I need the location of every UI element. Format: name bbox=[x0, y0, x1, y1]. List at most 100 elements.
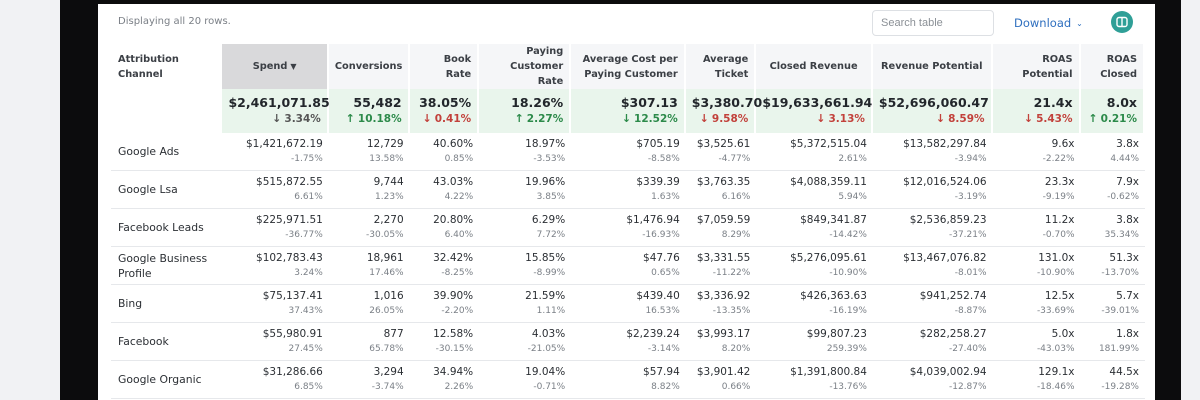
avg-cost-value: $439.40 bbox=[636, 290, 680, 302]
closed-revenue-cell: $426,363.63 -16.19% bbox=[756, 285, 873, 323]
paying-customer-rate-value: 21.59% bbox=[525, 290, 566, 302]
avg-ticket-cell: $3,993.17 8.20% bbox=[685, 323, 757, 361]
total-closed-revenue-value: $19,633,661.94 bbox=[762, 95, 873, 110]
book-rate-cell: 20.80% 6.40% bbox=[409, 209, 480, 247]
total-conversions-change: ↑ 10.18% bbox=[335, 111, 402, 127]
closed-revenue-change: -13.76% bbox=[829, 382, 867, 392]
table-row[interactable]: Facebook $55,980.91 27.45% 877 65.78% 12.58% -… bbox=[111, 323, 1145, 361]
book-rate-value: 43.03% bbox=[433, 176, 474, 188]
col-header-conversions[interactable]: Conversions bbox=[328, 44, 410, 89]
paying-customer-rate-cell: 19.04% -0.71% bbox=[479, 361, 572, 399]
paying-customer-rate-change: -21.05% bbox=[527, 344, 566, 354]
roas-closed-change: -19.28% bbox=[1101, 382, 1139, 392]
channel-name: Google Lsa bbox=[111, 171, 223, 209]
roas-potential-cell: 11.2x -0.70% bbox=[992, 209, 1081, 247]
total-avg-ticket-cell: $3,380.70 ↓ 9.58% bbox=[685, 89, 762, 133]
total-roas-closed-cell: 8.0x ↑ 0.21% bbox=[1080, 89, 1145, 133]
conversions-cell: 12,729 13.58% bbox=[328, 133, 410, 171]
table-row[interactable]: Google Organic $31,286.66 6.85% 3,294 -3.74%… bbox=[111, 361, 1145, 399]
closed-revenue-value: $5,372,515.04 bbox=[790, 138, 867, 150]
total-roas-potential-value: 21.4x bbox=[1033, 95, 1073, 110]
search-input[interactable] bbox=[872, 10, 994, 36]
col-header-closed-revenue[interactable]: Closed Revenue bbox=[756, 44, 873, 89]
total-roas-closed-change: ↑ 0.21% bbox=[1087, 111, 1137, 127]
col-header-avg-cost[interactable]: Average Cost per Paying Customer bbox=[571, 44, 686, 89]
spend-value: $225,971.51 bbox=[256, 214, 323, 226]
closed-revenue-change: -14.42% bbox=[829, 230, 867, 240]
total-spend-change-text: 3.34% bbox=[284, 113, 321, 125]
table-toolbar: Displaying all 20 rows. Download ⌄ bbox=[98, 4, 1155, 42]
book-rate-cell: 32.42% -8.25% bbox=[409, 247, 480, 285]
arrow-down-icon: ↓ bbox=[699, 112, 709, 125]
header-row: Attribution Channel Spend ▼ Conversions B… bbox=[111, 44, 1145, 89]
book-rate-change: -8.25% bbox=[441, 268, 474, 278]
col-header-avg-ticket[interactable]: Average Ticket bbox=[685, 44, 757, 89]
book-rate-cell: 43.03% 4.22% bbox=[409, 171, 480, 209]
channel-name: Google Organic bbox=[111, 361, 223, 399]
table-row[interactable]: Google Ads $1,421,672.19 -1.75% 12,729 13.58… bbox=[111, 133, 1145, 171]
arrow-up-icon: ↑ bbox=[345, 112, 355, 125]
spend-cell: $55,980.91 27.45% bbox=[222, 323, 329, 361]
closed-revenue-value: $99,807.23 bbox=[806, 328, 867, 340]
book-rate-value: 32.42% bbox=[433, 252, 474, 264]
roas-closed-cell: 44.5x -19.28% bbox=[1080, 361, 1145, 399]
conversions-value: 877 bbox=[383, 328, 404, 340]
revenue-potential-change: -12.87% bbox=[948, 382, 987, 392]
paying-customer-rate-cell: 4.03% -21.05% bbox=[479, 323, 572, 361]
col-header-roas-potential[interactable]: ROAS Potential bbox=[992, 44, 1081, 89]
column-settings-button[interactable] bbox=[1111, 11, 1133, 33]
table-row[interactable]: Facebook Leads $225,971.51 -36.77% 2,270 -30… bbox=[111, 209, 1145, 247]
table-row[interactable]: Bing $75,137.41 37.43% 1,016 26.05% 39.90% -2.… bbox=[111, 285, 1145, 323]
avg-cost-cell: $57.94 8.82% bbox=[571, 361, 686, 399]
arrow-down-icon: ↓ bbox=[935, 112, 946, 125]
conversions-cell: 18,961 17.46% bbox=[328, 247, 410, 285]
conversions-value: 18,961 bbox=[366, 252, 404, 264]
total-roas-potential-change-text: 5.43% bbox=[1036, 113, 1073, 125]
closed-revenue-cell: $1,391,800.84 -13.76% bbox=[756, 361, 873, 399]
closed-revenue-cell: $5,276,095.61 -10.90% bbox=[756, 247, 873, 285]
spend-cell: $225,971.51 -36.77% bbox=[222, 209, 329, 247]
roas-potential-value: 131.0x bbox=[1038, 252, 1075, 264]
col-header-spend[interactable]: Spend ▼ bbox=[222, 44, 329, 89]
book-rate-value: 40.60% bbox=[433, 138, 474, 150]
table-row[interactable]: Google Business Profile $102,783.43 3.24% 1… bbox=[111, 247, 1145, 285]
paying-customer-rate-value: 18.97% bbox=[525, 138, 566, 150]
paying-customer-rate-value: 15.85% bbox=[525, 252, 566, 264]
col-header-revenue-potential[interactable]: Revenue Potential bbox=[872, 44, 993, 89]
spend-change: 3.24% bbox=[294, 268, 323, 278]
closed-revenue-value: $1,391,800.84 bbox=[790, 366, 867, 378]
revenue-potential-value: $941,252.74 bbox=[919, 290, 987, 302]
avg-ticket-value: $3,525.61 bbox=[696, 138, 751, 150]
avg-ticket-cell: $7,059.59 8.29% bbox=[685, 209, 757, 247]
roas-closed-cell: 51.3x -13.70% bbox=[1080, 247, 1145, 285]
total-roas-potential-change: ↓ 5.43% bbox=[999, 111, 1073, 127]
totals-row: $2,461,071.85 ↓ 3.34% 55,482 ↑ 10.18% 38.05% ↓ 0… bbox=[111, 89, 1145, 133]
total-avg-cost-change: ↓ 12.52% bbox=[577, 111, 678, 127]
roas-closed-change: -0.62% bbox=[1107, 192, 1139, 202]
revenue-potential-cell: $941,252.74 -8.87% bbox=[872, 285, 993, 323]
revenue-potential-change: -27.40% bbox=[948, 344, 987, 354]
avg-cost-change: 16.53% bbox=[645, 306, 680, 316]
col-header-paying-customer-rate[interactable]: Paying Customer Rate bbox=[479, 44, 572, 89]
download-button[interactable]: Download ⌄ bbox=[1014, 16, 1083, 30]
conversions-cell: 2,270 -30.05% bbox=[328, 209, 410, 247]
revenue-potential-cell: $4,039,002.94 -12.87% bbox=[872, 361, 993, 399]
paying-customer-rate-change: -3.53% bbox=[533, 154, 566, 164]
table-row[interactable]: Google Lsa $515,872.55 6.61% 9,744 1.23% 43.0… bbox=[111, 171, 1145, 209]
avg-ticket-value: $3,901.42 bbox=[696, 366, 751, 378]
col-header-channel[interactable]: Attribution Channel bbox=[111, 44, 223, 89]
roas-potential-change: -43.03% bbox=[1036, 344, 1075, 354]
roas-potential-change: -2.22% bbox=[1042, 154, 1075, 164]
book-rate-cell: 39.90% -2.20% bbox=[409, 285, 480, 323]
avg-cost-value: $57.94 bbox=[643, 366, 680, 378]
book-rate-change: 4.22% bbox=[444, 192, 474, 202]
col-header-roas-closed[interactable]: ROAS Closed bbox=[1080, 44, 1145, 89]
col-header-book-rate[interactable]: Book Rate bbox=[409, 44, 480, 89]
total-book-rate-change-text: 0.41% bbox=[434, 113, 472, 125]
total-avg-cost-cell: $307.13 ↓ 12.52% bbox=[571, 89, 686, 133]
avg-cost-cell: $1,476.94 -16.93% bbox=[571, 209, 686, 247]
spend-value: $102,783.43 bbox=[256, 252, 323, 264]
channel-name: Bing bbox=[111, 285, 223, 323]
roas-closed-value: 3.8x bbox=[1116, 138, 1139, 150]
arrow-down-icon: ↓ bbox=[816, 112, 826, 125]
